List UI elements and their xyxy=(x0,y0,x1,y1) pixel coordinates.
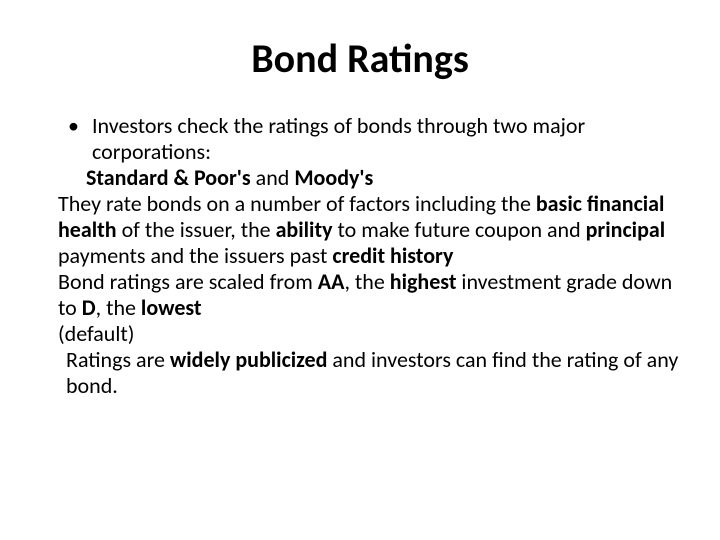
text-ability: ability xyxy=(276,216,338,243)
line-agencies: Standard & Poor's and Moody's xyxy=(36,165,684,191)
line-scale: Bond ratings are scaled from AA, the hig… xyxy=(36,269,684,321)
text-comma1: , the xyxy=(344,268,389,295)
text-lowest: lowest xyxy=(141,294,202,321)
text-rate-intro: They rate bonds on a number of factors i… xyxy=(58,190,536,217)
text-scaled: Bond ratings are scaled from xyxy=(58,268,318,295)
text-future: to make future coupon and xyxy=(337,216,585,243)
slide-body: Investors check the ratings of bonds thr… xyxy=(36,113,684,398)
text-and: and xyxy=(251,164,295,191)
text-comma2: , the xyxy=(96,294,141,321)
text-credit-history: credit history xyxy=(332,242,453,269)
slide-title: Bond Ratings xyxy=(36,34,684,83)
line-factors: They rate bonds on a number of factors i… xyxy=(36,191,684,269)
text-highest: highest xyxy=(390,268,462,295)
text-investors: Investors check the ratings of bonds thr… xyxy=(92,112,585,165)
line-publicized: Ratings are widely publicized and invest… xyxy=(36,347,684,399)
text-widely: widely publicized xyxy=(170,346,333,373)
text-default: (default) xyxy=(58,320,134,347)
text-aa: AA xyxy=(318,268,345,295)
text-sp: Standard & Poor's xyxy=(86,164,251,191)
line-default: (default) xyxy=(36,321,684,347)
text-principal: principal xyxy=(586,216,666,243)
slide: Bond Ratings Investors check the ratings… xyxy=(0,0,720,540)
text-moodys: Moody's xyxy=(294,164,373,191)
text-d: D xyxy=(82,294,96,321)
text-payments: payments and the issuers past xyxy=(58,242,332,269)
bullet-line-1: Investors check the ratings of bonds thr… xyxy=(50,113,684,165)
text-issuer: of the issuer, the xyxy=(122,216,276,243)
text-ratings-are: Ratings are xyxy=(66,346,170,373)
